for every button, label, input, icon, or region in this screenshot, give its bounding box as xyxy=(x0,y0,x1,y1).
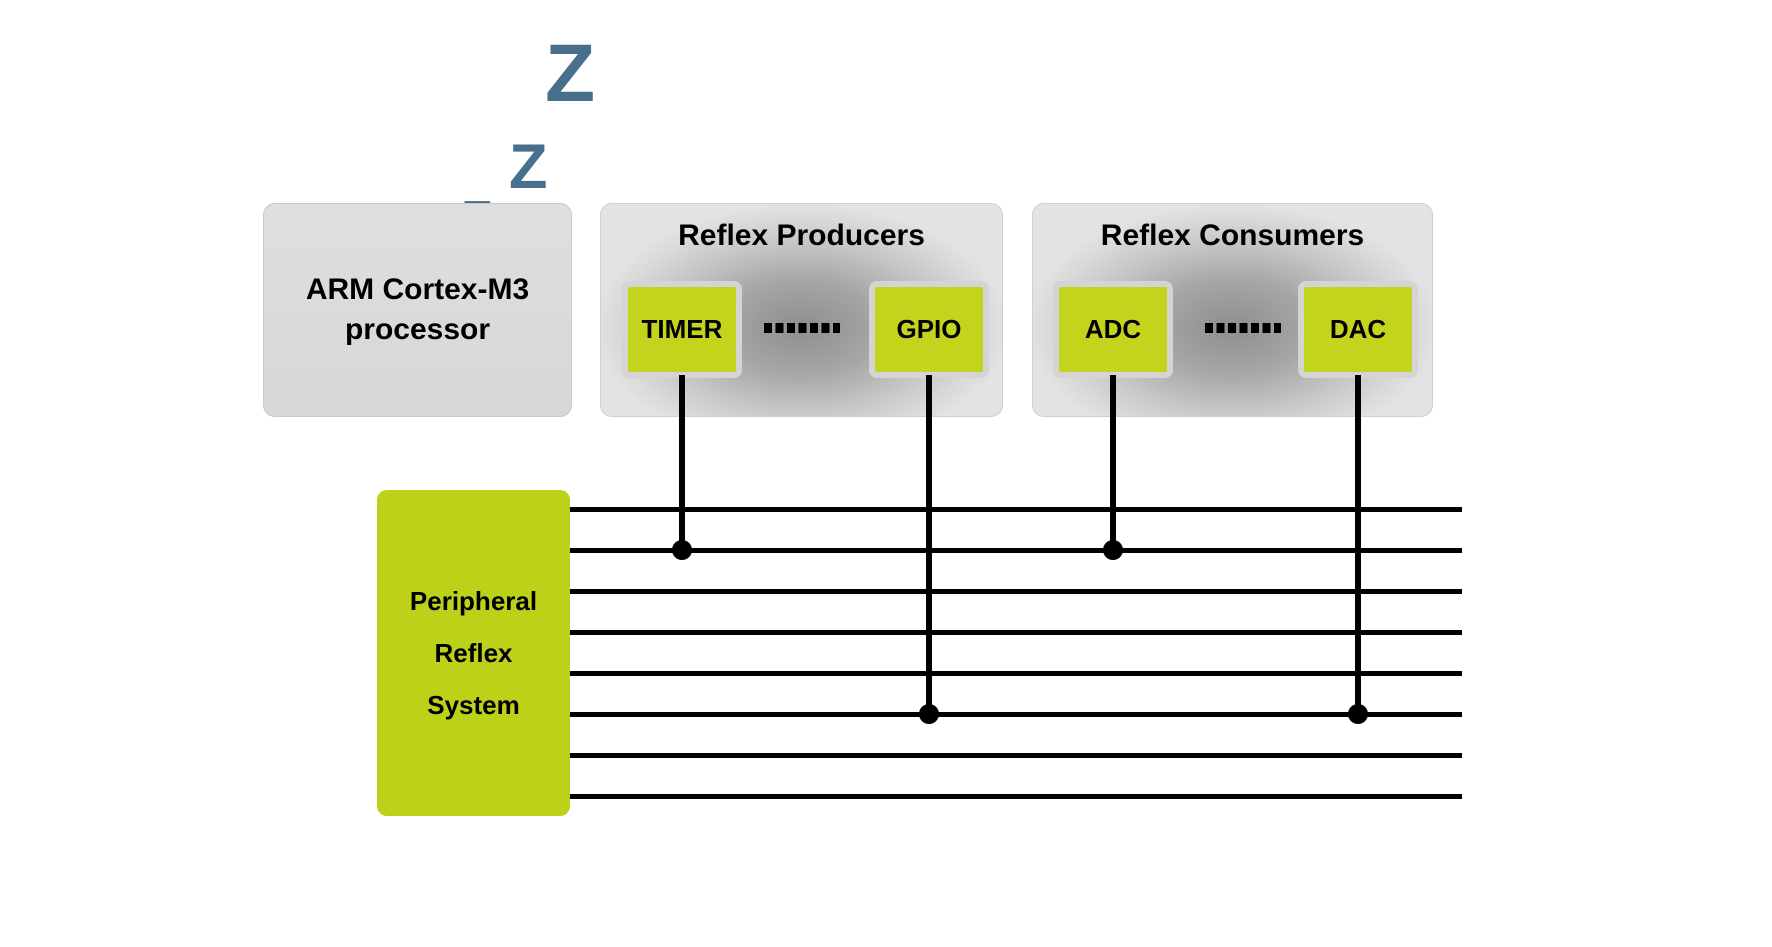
prs-channel-line xyxy=(568,507,1462,512)
junction-dot xyxy=(919,704,939,724)
peripheral-reflex-system-box: Peripheral Reflex System xyxy=(377,490,570,816)
peripheral-connector-line-dac xyxy=(1355,375,1361,714)
processor-subtitle: processor xyxy=(344,313,491,346)
junction-dot xyxy=(672,540,692,560)
prs-channel-line xyxy=(568,712,1462,717)
consumers-title: Reflex Consumers xyxy=(1100,219,1365,252)
junction-dot xyxy=(1103,540,1123,560)
peripheral-label: ADC xyxy=(1084,314,1142,344)
sleep-z-icon: Z xyxy=(509,132,548,202)
prs-channel-line xyxy=(568,589,1462,594)
producers-title: Reflex Producers xyxy=(678,219,925,252)
peripheral-box-timer: TIMER xyxy=(622,281,742,378)
peripheral-label: GPIO xyxy=(896,314,962,344)
peripheral-connector-line-timer xyxy=(679,375,685,550)
dotted-connection-icon xyxy=(764,323,840,333)
prs-channel-line xyxy=(568,548,1462,553)
prs-channel-line xyxy=(568,630,1462,635)
processor-box: ARM Cortex-M3 processor xyxy=(263,203,572,417)
junction-dot xyxy=(1348,704,1368,724)
prs-label-line: Peripheral xyxy=(409,586,538,616)
peripheral-box-adc: ADC xyxy=(1053,281,1173,378)
peripheral-connector-line-adc xyxy=(1110,375,1116,550)
peripheral-box-dac: DAC xyxy=(1298,281,1418,378)
prs-channel-line xyxy=(568,794,1462,799)
peripheral-connector-line-gpio xyxy=(926,375,932,714)
prs-channel-line xyxy=(568,753,1462,758)
prs-label-line: System xyxy=(427,690,520,720)
peripheral-label: TIMER xyxy=(641,314,723,344)
prs-channel-line xyxy=(568,671,1462,676)
prs-label-line: Reflex xyxy=(434,638,513,668)
peripheral-box-gpio: GPIO xyxy=(869,281,989,378)
sleep-z-icon: Z xyxy=(545,28,596,119)
peripheral-label: DAC xyxy=(1329,314,1387,344)
dotted-connection-icon xyxy=(1205,323,1281,333)
processor-name: ARM Cortex-M3 xyxy=(305,273,530,306)
